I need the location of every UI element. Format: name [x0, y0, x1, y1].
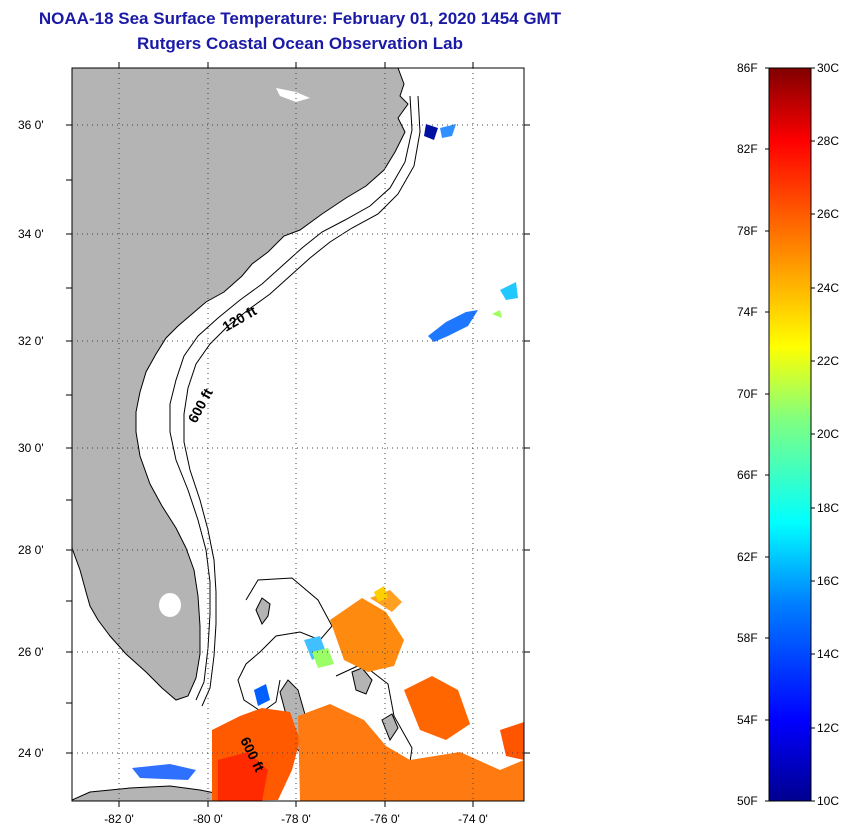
colorbar-c-label: 26C	[817, 207, 840, 221]
lat-label: 30 0'	[18, 441, 44, 455]
sst-patch-offshore-blue	[428, 310, 478, 342]
sst-patch-north-blue	[440, 124, 456, 138]
isobath-120ft	[169, 95, 413, 701]
land-bahamas-3	[351, 667, 373, 695]
colorbar-c-label: 30C	[817, 61, 840, 75]
colorbar-f-label: 66F	[737, 468, 758, 482]
lat-label: 24 0'	[18, 746, 44, 760]
map-frame	[71, 67, 525, 802]
colorbar-c-label: 28C	[817, 134, 840, 148]
colorbar-c-label: 20C	[817, 427, 840, 441]
land-bahamas-1	[255, 597, 271, 625]
colorbar-c-label: 10C	[817, 794, 840, 808]
map-ticks	[66, 62, 530, 807]
isobath-600ft	[183, 95, 421, 707]
colorbar-f-label: 50F	[737, 794, 758, 808]
lat-label: 32 0'	[18, 334, 44, 348]
lon-label: -74 0'	[458, 812, 488, 826]
colorbar-f-label: 78F	[737, 224, 758, 238]
map-subtitle: Rutgers Coastal Ocean Observation Lab	[137, 34, 463, 53]
colorbar-c-label: 16C	[817, 574, 840, 588]
land-mass	[72, 68, 409, 701]
sst-patch-south-4	[404, 676, 470, 740]
sst-patch-offshore-cyan	[500, 282, 518, 300]
sst-patch-cuba-edge	[132, 764, 196, 780]
land-cuba	[72, 785, 241, 801]
contour-label-120ft: 120 ft	[220, 302, 260, 334]
sst-patch-east	[500, 722, 524, 760]
lon-label: -76 0'	[370, 812, 400, 826]
colorbar-f-label: 58F	[737, 631, 758, 645]
colorbar-f-label: 86F	[737, 61, 758, 75]
lake-okeechobee	[159, 593, 181, 617]
sst-patch-south-2	[218, 752, 268, 801]
colorbar-c-label: 12C	[817, 721, 840, 735]
lon-label: -82 0'	[104, 812, 134, 826]
sst-patch-south-3	[298, 704, 524, 801]
colorbar-c-label: 14C	[817, 647, 840, 661]
sst-patch-blue-edge	[254, 684, 270, 706]
colorbar	[768, 67, 812, 802]
lat-label: 28 0'	[18, 543, 44, 557]
sst-patch-offshore-green	[492, 310, 502, 318]
sst-patch-north-navy	[424, 124, 438, 140]
lon-label: -80 0'	[193, 812, 223, 826]
lon-label: -78 0'	[281, 812, 311, 826]
colorbar-ticks	[765, 67, 815, 802]
colorbar-c-label: 18C	[817, 501, 840, 515]
colorbar-c-label: 24C	[817, 281, 840, 295]
lake-sound	[276, 88, 310, 102]
colorbar-f-label: 74F	[737, 305, 758, 319]
map-title: NOAA-18 Sea Surface Temperature: Februar…	[38, 9, 562, 28]
colorbar-f-label: 62F	[737, 550, 758, 564]
land-bahamas-4	[381, 713, 399, 742]
lat-label: 34 0'	[18, 227, 44, 241]
colorbar-c-label: 22C	[817, 354, 840, 368]
lat-label: 26 0'	[18, 645, 44, 659]
colorbar-f-label: 82F	[737, 142, 758, 156]
sst-patch-green	[312, 648, 334, 668]
lat-label: 36 0'	[18, 118, 44, 132]
contour-label-600ft: 600 ft	[185, 385, 216, 425]
colorbar-f-label: 54F	[737, 713, 758, 727]
map-grid	[72, 68, 524, 801]
colorbar-f-label: 70F	[737, 387, 758, 401]
